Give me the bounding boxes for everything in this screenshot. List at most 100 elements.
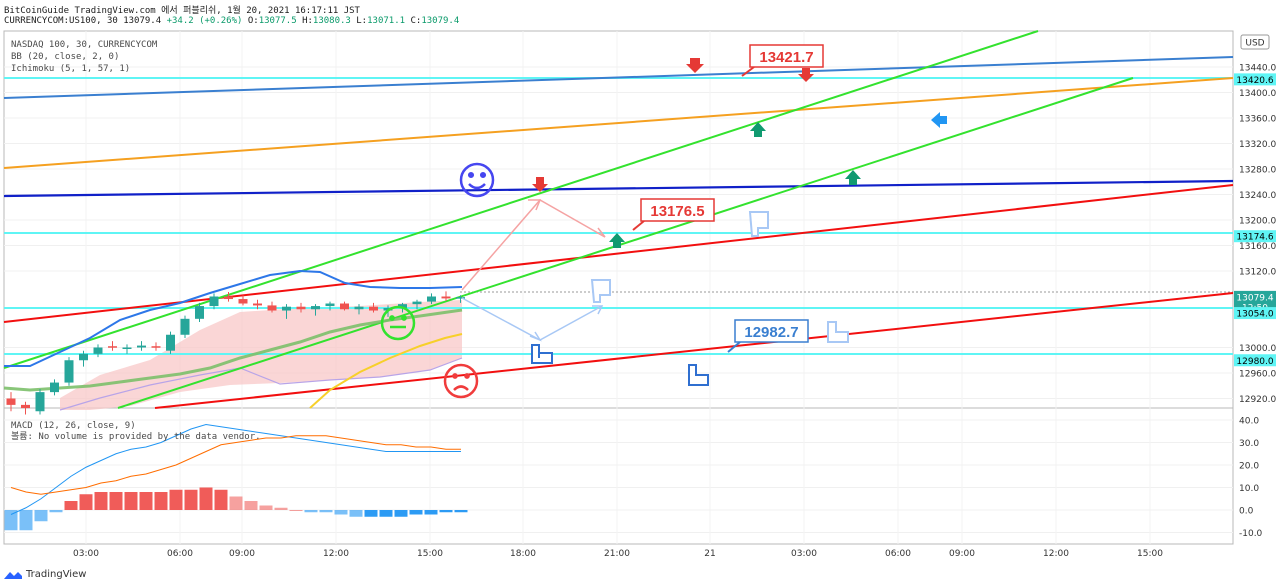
price-tick-label: 13440.0 xyxy=(1239,64,1276,74)
macd-signal-line xyxy=(10,435,461,495)
time-tick-label: 21:00 xyxy=(604,549,630,559)
sad-face-icon xyxy=(443,363,479,399)
macd-histogram-bar xyxy=(139,492,153,510)
chart-frame xyxy=(3,30,1234,545)
candle xyxy=(311,304,320,316)
time-axis: 03:00 06:00 09:00 12:00 15:00 18:00 21:00 21 03:… xyxy=(73,549,1163,559)
macd-tick-label: 10.0 xyxy=(1239,484,1259,494)
price-tag: 13054.0 xyxy=(1234,307,1276,320)
time-tick-label: 09:00 xyxy=(949,549,975,559)
price-tag-text: 13420.6 xyxy=(1236,76,1273,86)
macd-histogram-bar xyxy=(454,510,468,513)
macd-tick-label: 30.0 xyxy=(1239,439,1259,449)
symbol-label: CURRENCYCOM:US100, 30 xyxy=(4,16,118,26)
macd-histogram-bar xyxy=(304,510,318,513)
callout-connector xyxy=(741,66,755,77)
price-tick-label: 13320.0 xyxy=(1239,140,1276,150)
open-value: 13077.5 xyxy=(258,16,297,26)
price-tag: 13420.6 xyxy=(1234,73,1276,86)
legend-main: NASDAQ 100, 30, CURRENCYCOM xyxy=(11,40,158,50)
candle xyxy=(325,301,335,311)
time-tick-label: 15:00 xyxy=(1137,549,1163,559)
candle xyxy=(456,295,465,303)
happy-face-icon xyxy=(459,162,495,198)
macd-histogram-bar xyxy=(19,510,33,531)
arrow-down-icon xyxy=(532,177,548,192)
hand-pointer-icon xyxy=(748,211,769,237)
price-tag-text: 13079.4 xyxy=(1236,293,1273,303)
time-tick-label: 03:00 xyxy=(73,549,99,559)
price-tag-text: 13174.6 xyxy=(1236,233,1273,243)
candle xyxy=(166,331,175,354)
price-tag-text: 12980.0 xyxy=(1236,357,1273,367)
callout-12982: 12982.7 xyxy=(734,319,809,343)
legend-ichimoku: Ichimoku (5, 1, 57, 1) xyxy=(11,64,130,74)
bb-upper-band xyxy=(4,269,463,367)
header-title: BitCoinGuide TradingView.com 에서 퍼블리쉬, 1월… xyxy=(4,6,360,16)
macd-histogram-bar xyxy=(154,492,168,510)
macd-histogram-bar xyxy=(199,487,213,510)
macd-histogram-bar xyxy=(259,505,273,510)
trendline-red-lower xyxy=(154,292,1234,409)
header-ohlc: CURRENCYCOM:US100, 30 13079.4 +34.2 (+0.… xyxy=(4,16,459,26)
candle xyxy=(151,342,161,351)
price-tick-label: 13280.0 xyxy=(1239,166,1276,176)
price-tick-label: 13360.0 xyxy=(1239,115,1276,125)
callout-text: 13421.7 xyxy=(759,49,813,66)
marker-arrows xyxy=(532,58,947,248)
callout-13176: 13176.5 xyxy=(640,198,715,222)
price-tick-label: 13400.0 xyxy=(1239,89,1276,99)
candle xyxy=(253,299,262,310)
legend-macd: MACD (12, 26, close, 9) xyxy=(11,421,136,431)
macd-tick-label: -10.0 xyxy=(1239,529,1263,539)
trendline-green-lower xyxy=(117,77,1134,409)
candle xyxy=(340,301,349,311)
hand-pointer-icon xyxy=(531,344,553,364)
close-label: C: xyxy=(410,16,422,26)
close-value: 13079.4 xyxy=(421,16,460,26)
candle xyxy=(209,293,219,310)
trendline-orange xyxy=(3,77,1234,169)
macd-histogram-bar xyxy=(409,510,423,515)
candle xyxy=(122,344,132,354)
candle xyxy=(195,302,204,322)
candle xyxy=(238,295,248,306)
change-value: +34.2 (+0.26%) xyxy=(166,16,243,26)
candle xyxy=(79,350,88,367)
macd-tick-label: 20.0 xyxy=(1239,462,1259,472)
time-tick-label: 06:00 xyxy=(167,549,193,559)
candle xyxy=(108,341,117,351)
currency-badge[interactable]: USD xyxy=(1240,34,1270,50)
candle xyxy=(6,392,16,412)
open-label: O: xyxy=(247,16,259,26)
macd-tick-label: 40.0 xyxy=(1239,417,1259,427)
time-tick-label: 15:00 xyxy=(417,549,443,559)
footer: TradingView xyxy=(4,569,86,580)
candle xyxy=(282,304,291,319)
candle xyxy=(412,299,422,310)
macd-histogram-bar xyxy=(379,510,393,517)
candle xyxy=(93,344,103,358)
arrow-up-icon xyxy=(845,170,861,185)
arrow-down-icon xyxy=(798,68,814,82)
macd-histogram-bar xyxy=(439,510,453,513)
macd-histogram-bar xyxy=(49,510,63,513)
macd-histogram-bar xyxy=(4,510,18,531)
callout-connector xyxy=(727,341,741,353)
price-axis: 13440.0 13400.0 13360.0 13320.0 13280.0 13240… xyxy=(1239,64,1276,406)
macd-histogram-bar xyxy=(214,489,228,510)
arrow-left-icon xyxy=(931,112,947,128)
time-tick-label: 12:00 xyxy=(1043,549,1069,559)
macd-histogram-bar xyxy=(244,501,258,510)
macd-histogram-bar xyxy=(319,510,333,513)
ichimoku-yellow-line xyxy=(309,333,463,409)
macd-histogram-bar xyxy=(424,510,438,515)
candle xyxy=(224,292,233,302)
macd-histogram-bar xyxy=(334,510,348,515)
macd-histogram-bar xyxy=(184,489,198,510)
time-tick-label: 09:00 xyxy=(229,549,255,559)
candle xyxy=(441,291,451,301)
candle xyxy=(21,401,30,415)
